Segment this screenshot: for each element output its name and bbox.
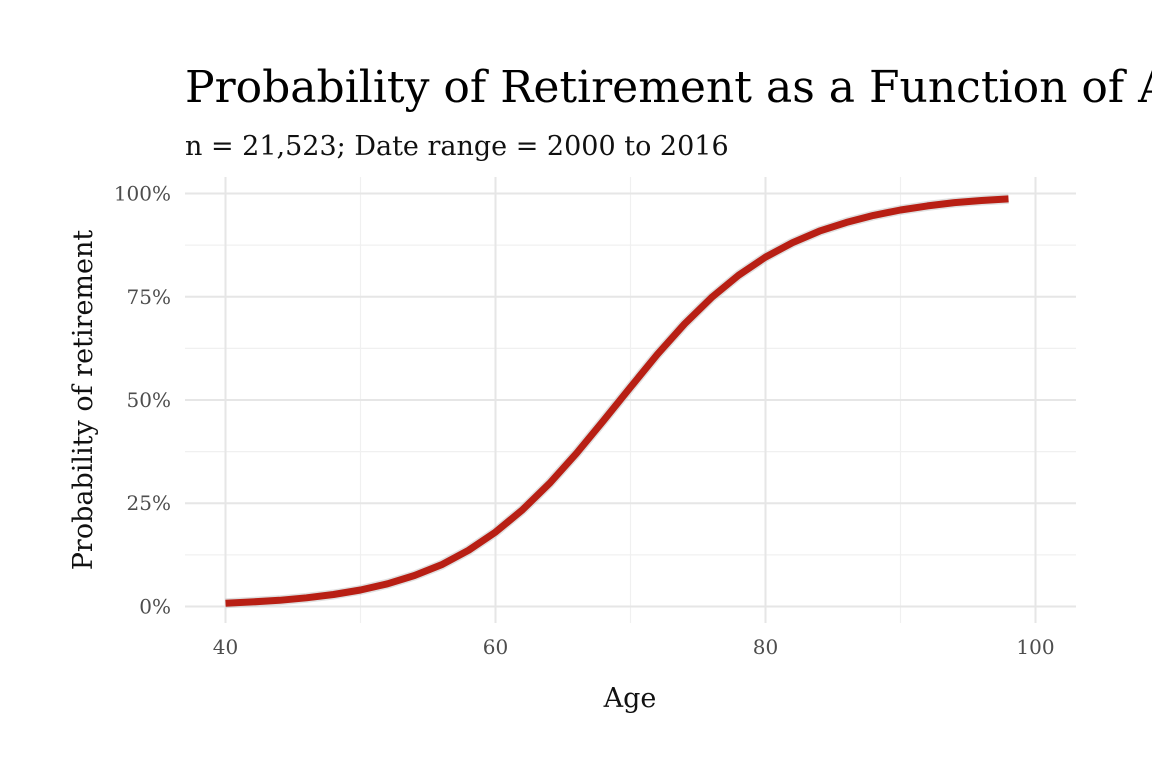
series-group <box>225 193 1009 609</box>
x-tick-labels: 40 60 80 100 <box>213 635 1055 659</box>
y-tick-label: 50% <box>127 388 171 412</box>
x-axis-title: Age <box>603 683 657 714</box>
minor-gridlines <box>185 177 1076 623</box>
y-tick-label: 0% <box>139 594 171 618</box>
y-tick-label: 25% <box>127 491 171 515</box>
major-gridlines <box>185 177 1076 623</box>
series-line <box>225 195 1009 607</box>
x-tick-label: 80 <box>753 635 778 659</box>
y-tick-label: 75% <box>127 285 171 309</box>
x-tick-label: 100 <box>1016 635 1054 659</box>
x-tick-label: 60 <box>483 635 508 659</box>
y-axis-title: Probability of retirement <box>68 230 99 571</box>
y-tick-label: 100% <box>114 182 171 206</box>
chart-subtitle: n = 21,523; Date range = 2000 to 2016 <box>185 131 729 162</box>
x-tick-label: 40 <box>213 635 238 659</box>
y-tick-labels: 0% 25% 50% 75% 100% <box>114 182 171 619</box>
chart-title: Probability of Retirement as a Function … <box>185 62 1152 113</box>
